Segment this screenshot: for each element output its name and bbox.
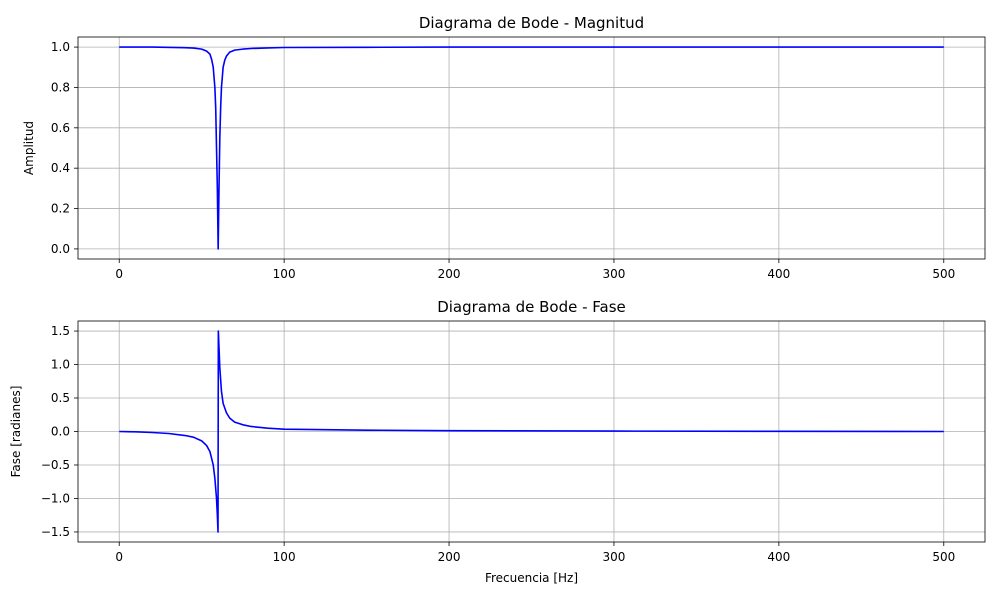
phase-xtick-label: 400 [767, 550, 790, 564]
phase-ytick-label: 1.5 [51, 324, 70, 338]
phase-ytick-label: −0.5 [41, 458, 70, 472]
magnitude-ylabel: Amplitud [22, 121, 36, 175]
phase-subplot: 0 100 200 300 400 500 −1.5 −1.0 −0.5 0.0 0.5 1.0 1.5… [9, 298, 986, 585]
magnitude-ytick-label: 0.8 [51, 80, 70, 94]
phase-ytick-label: 1.0 [51, 358, 70, 372]
phase-ytick-label: 0.0 [51, 425, 70, 439]
phase-xtick-label: 300 [603, 550, 626, 564]
magnitude-ytick-label: 0.4 [51, 161, 70, 175]
phase-ticks: 0 100 200 300 400 500 −1.5 −1.0 −0.5 0.0 0.5 1.0 1.5 [41, 324, 955, 564]
magnitude-ytick-label: 0.0 [51, 242, 70, 256]
magnitude-xtick-label: 300 [603, 267, 626, 281]
magnitude-subplot: 0 100 200 300 400 500 0.0 0.2 0.4 0.6 0.8 1.0 Diagr… [22, 14, 986, 281]
magnitude-ytick-label: 0.2 [51, 202, 70, 216]
magnitude-ytick-label: 0.6 [51, 121, 70, 135]
magnitude-xtick-label: 0 [115, 267, 123, 281]
phase-xtick-label: 0 [115, 550, 123, 564]
phase-ytick-label: −1.5 [41, 525, 70, 539]
phase-ytick-label: −1.0 [41, 491, 70, 505]
magnitude-axes-frame [77, 36, 986, 260]
phase-axes-frame [77, 320, 986, 543]
phase-xlabel: Frecuencia [Hz] [485, 571, 578, 585]
magnitude-xtick-label: 200 [438, 267, 461, 281]
phase-ylabel: Fase [radianes] [9, 386, 23, 478]
magnitude-ticks: 0 100 200 300 400 500 0.0 0.2 0.4 0.6 0.8 1.0 [51, 40, 955, 281]
magnitude-series-line [119, 46, 944, 250]
magnitude-ytick-label: 1.0 [51, 40, 70, 54]
magnitude-xtick-label: 400 [767, 267, 790, 281]
magnitude-title: Diagrama de Bode - Magnitud [419, 14, 644, 32]
phase-ytick-label: 0.5 [51, 391, 70, 405]
magnitude-grid [78, 37, 985, 259]
magnitude-xtick-label: 100 [273, 267, 296, 281]
phase-xtick-label: 200 [438, 550, 461, 564]
phase-title: Diagrama de Bode - Fase [437, 298, 626, 316]
phase-xtick-label: 100 [273, 550, 296, 564]
magnitude-xtick-label: 500 [932, 267, 955, 281]
phase-series-line [119, 330, 944, 533]
phase-xtick-label: 500 [932, 550, 955, 564]
